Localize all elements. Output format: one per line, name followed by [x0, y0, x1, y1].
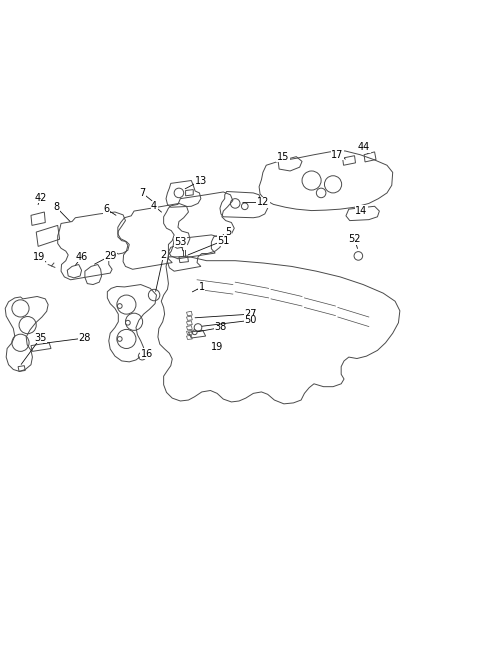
Text: 19: 19	[211, 342, 223, 352]
Text: 46: 46	[75, 252, 88, 262]
Text: 4: 4	[151, 201, 157, 211]
Text: 19: 19	[33, 252, 45, 262]
Text: 38: 38	[215, 322, 227, 333]
Text: 6: 6	[103, 204, 109, 214]
Text: 51: 51	[217, 236, 229, 246]
Text: 35: 35	[35, 333, 47, 343]
Text: 50: 50	[244, 315, 257, 326]
Text: 27: 27	[244, 309, 257, 319]
Text: 8: 8	[53, 202, 60, 212]
Text: 53: 53	[174, 236, 187, 246]
Text: 13: 13	[195, 176, 207, 185]
Text: 44: 44	[358, 142, 370, 152]
Text: 1: 1	[199, 282, 205, 292]
Text: 5: 5	[225, 227, 231, 237]
Text: 7: 7	[139, 188, 145, 198]
Text: 12: 12	[257, 197, 269, 208]
Text: 42: 42	[35, 193, 47, 202]
Text: 16: 16	[141, 348, 153, 359]
Text: 15: 15	[277, 152, 289, 162]
Text: 52: 52	[348, 234, 361, 244]
Text: 14: 14	[355, 206, 367, 215]
Text: 17: 17	[331, 150, 344, 160]
Text: 2: 2	[160, 250, 167, 260]
Text: 28: 28	[79, 333, 91, 343]
Text: 29: 29	[104, 251, 116, 261]
